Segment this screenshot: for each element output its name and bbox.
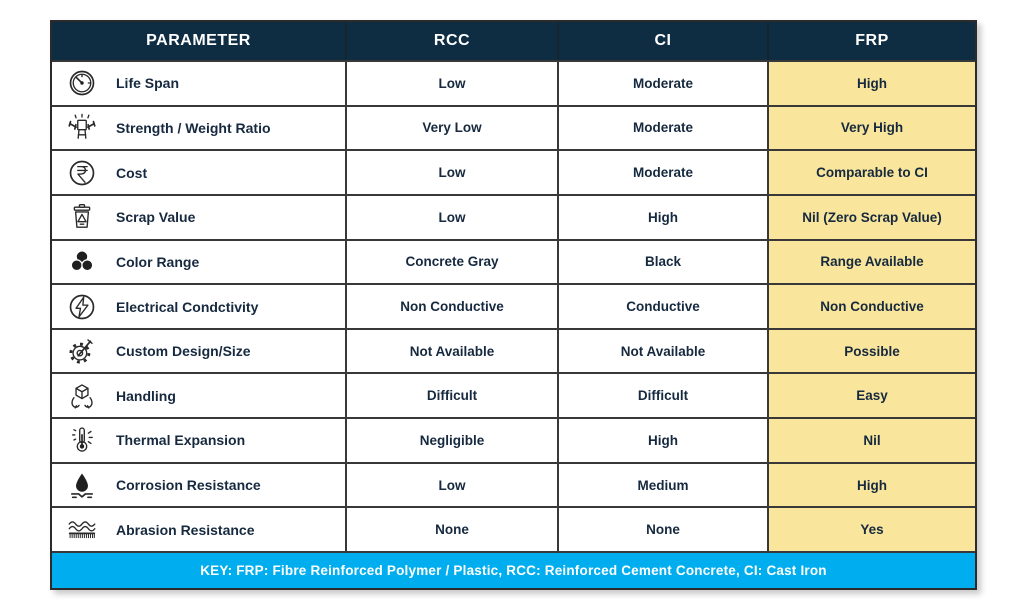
column-header-parameter: PARAMETER [146,32,251,49]
cell-ci: High [557,419,767,462]
row-label: Cost [116,164,148,181]
cell-rcc: Very Low [345,106,557,150]
cell-frp: Easy [767,374,975,418]
cell-frp: High [767,62,975,105]
cell-frp: Possible [767,329,975,373]
row-label: Electrical Condctivity [116,298,259,315]
row-label: Life Span [116,75,180,92]
table-row: Life Span Low Moderate High [52,60,975,105]
row-label: Strength / Weight Ratio [116,119,271,136]
cell-rcc: Low [345,62,557,105]
cell-rcc: Not Available [345,329,557,373]
color-circles-icon [64,244,100,280]
hands-box-icon [64,378,100,414]
row-label: Corrosion Resistance [116,477,261,494]
cell-rcc: None [345,508,557,552]
cell-ci: High [557,195,767,239]
thermometer-icon [64,422,100,458]
cell-frp: Very High [767,106,975,150]
table-header-row: PARAMETER RCC CI FRP [52,22,975,60]
cell-frp: Nil (Zero Scrap Value) [767,195,975,239]
table-row: Thermal Expansion Negligible High Nil [52,417,975,462]
cell-ci: Black [557,240,767,284]
cell-rcc: Difficult [345,374,557,418]
cell-ci: Not Available [557,329,767,373]
table-row: Corrosion Resistance Low Medium High [52,461,975,507]
cell-rcc: Low [345,463,557,507]
cell-ci: None [557,508,767,552]
cell-ci: Medium [557,463,767,507]
cell-frp: Nil [767,419,975,462]
cell-rcc: Low [345,195,557,239]
row-label: Handling [116,387,176,404]
cell-frp: Non Conductive [767,285,975,328]
cell-rcc: Non Conductive [345,285,557,328]
cell-frp: Yes [767,508,975,552]
cell-rcc: Low [345,151,557,194]
gauge-icon [64,65,100,101]
cell-ci: Moderate [557,62,767,105]
cell-rcc: Concrete Gray [345,240,557,284]
cell-frp: High [767,463,975,507]
scrap-bin-icon [64,199,100,235]
cell-frp: Comparable to CI [767,151,975,194]
table-row: Abrasion Resistance None None Yes [52,506,975,552]
key-legend-bar: KEY: FRP: Fibre Reinforced Polymer / Pla… [52,551,975,589]
material-comparison-table: PARAMETER RCC CI FRP Life Span Low Moder… [50,20,977,590]
cell-ci: Difficult [557,374,767,418]
column-header-frp: FRP [767,22,975,60]
cell-rcc: Negligible [345,419,557,462]
table-row: Electrical Condctivity Non Conductive Co… [52,283,975,328]
barbell-icon [64,110,100,146]
row-label: Abrasion Resistance [116,521,255,538]
column-header-rcc: RCC [345,22,557,60]
droplet-icon [64,467,100,503]
cell-ci: Moderate [557,151,767,194]
gear-pencil-icon [64,333,100,369]
abrasion-icon [64,512,100,548]
table-row: Scrap Value Low High Nil (Zero Scrap Val… [52,193,975,239]
table-row: Cost Low Moderate Comparable to CI [52,149,975,194]
table-row: Handling Difficult Difficult Easy [52,372,975,418]
column-header-ci: CI [557,22,767,60]
cell-ci: Conductive [557,285,767,328]
row-label: Color Range [116,253,200,270]
rupee-icon [64,155,100,191]
cell-ci: Moderate [557,106,767,150]
table-row: Strength / Weight Ratio Very Low Moderat… [52,104,975,150]
lightning-icon [64,289,100,325]
row-label: Custom Design/Size [116,343,251,360]
table-row: Custom Design/Size Not Available Not Ava… [52,327,975,373]
table-row: Color Range Concrete Gray Black Range Av… [52,238,975,284]
row-label: Scrap Value [116,209,196,226]
cell-frp: Range Available [767,240,975,284]
row-label: Thermal Expansion [116,432,246,449]
